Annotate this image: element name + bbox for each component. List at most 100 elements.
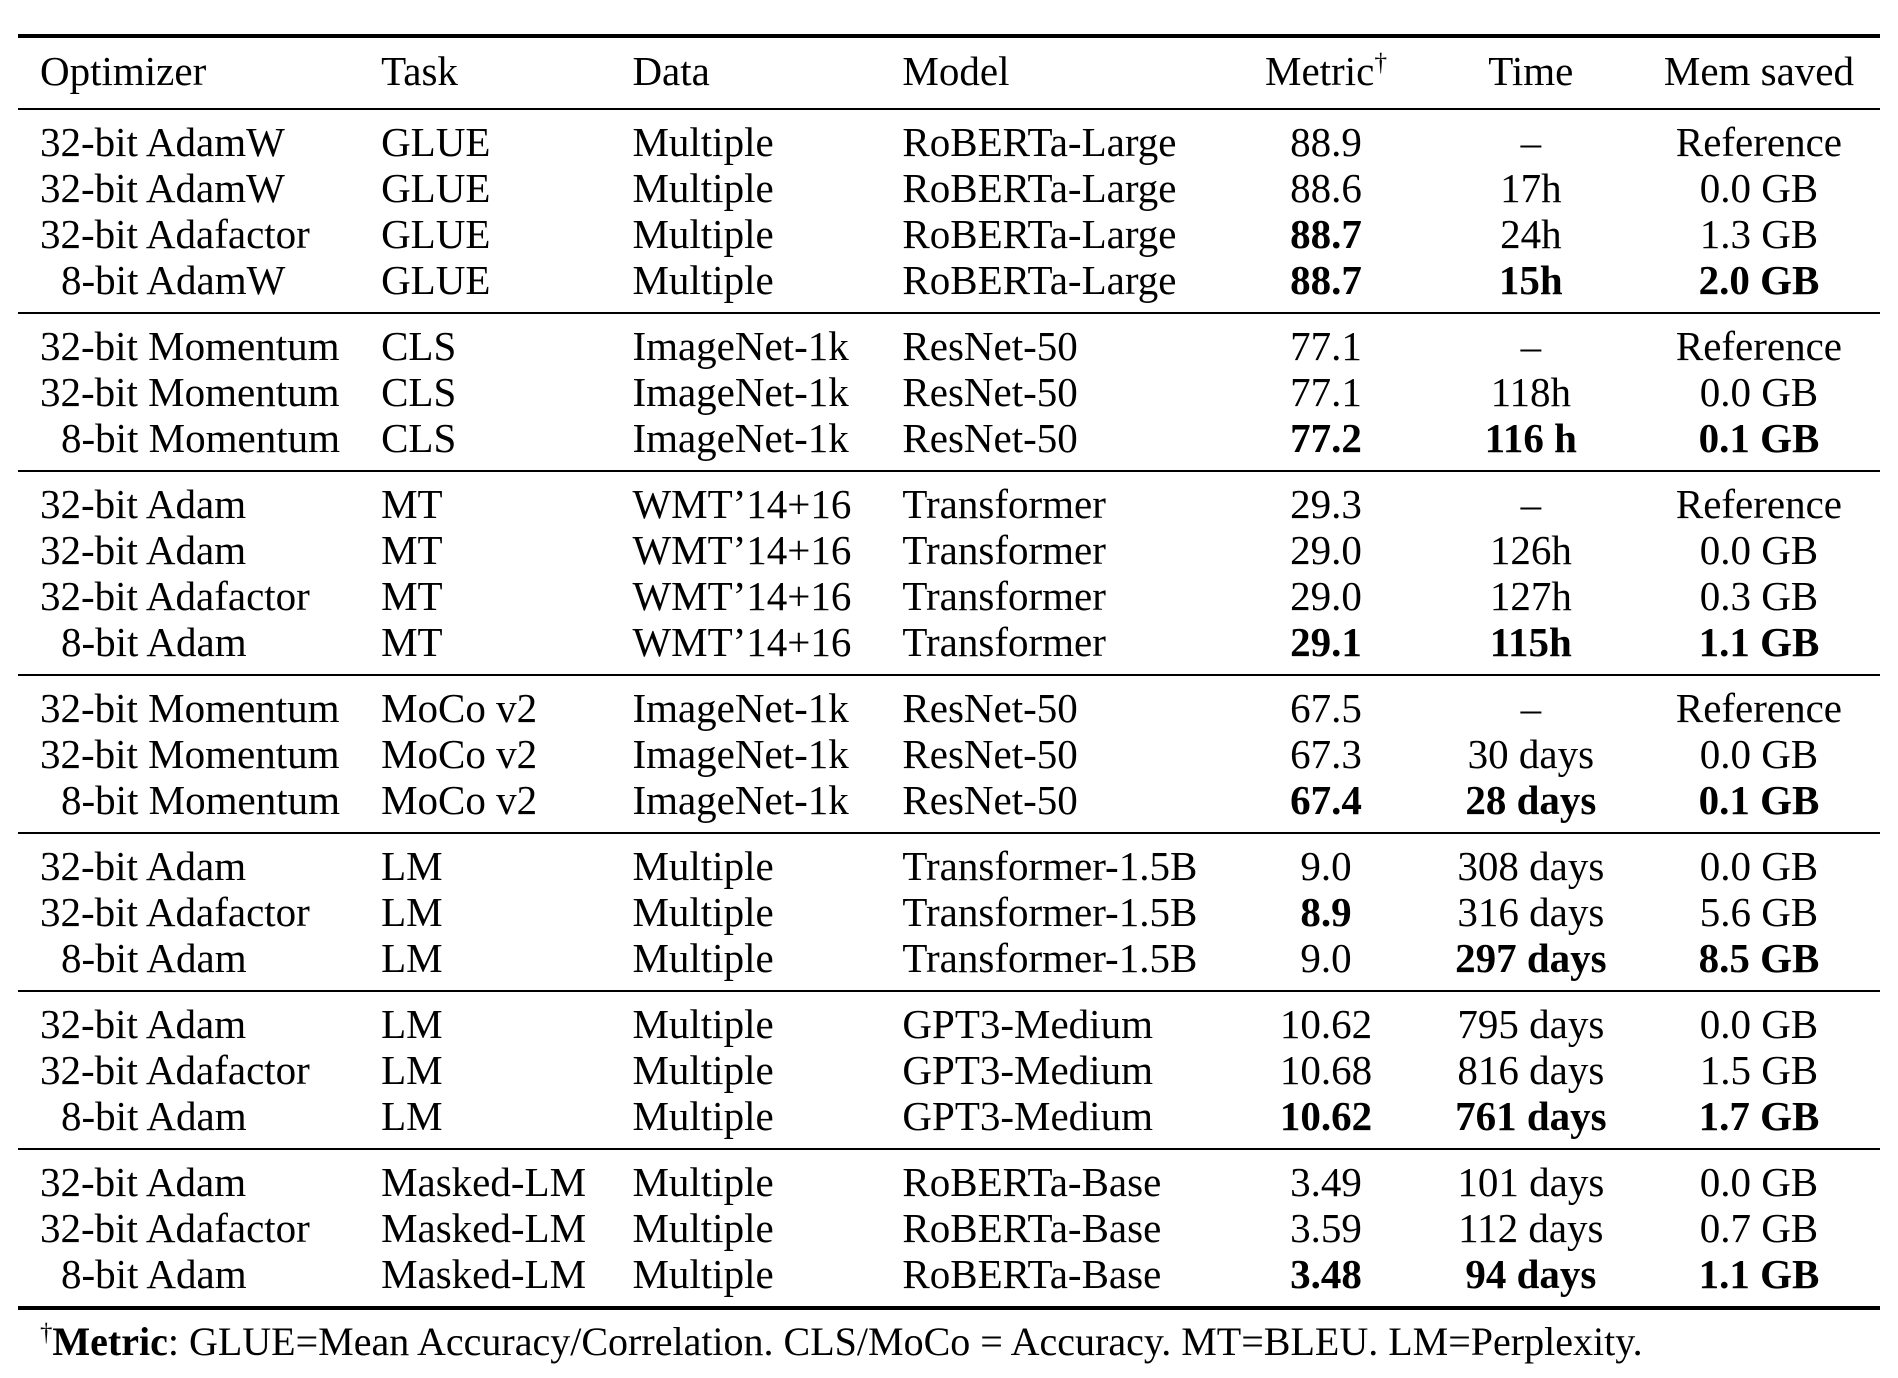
- table-cell: CLS: [381, 323, 457, 369]
- table-row: 8-bit Adam Masked-LM Multiple RoBERTa-Base 3…: [18, 1251, 1880, 1308]
- table-cell: 32-bit Momentum: [40, 685, 340, 731]
- table-row: 8-bit Adam LM Multiple GPT3-Medium 10.62 761 …: [18, 1093, 1880, 1149]
- table-cell: –: [1520, 119, 1542, 165]
- footnote-term: Metric: [52, 1319, 168, 1364]
- table-cell: MT: [381, 619, 443, 665]
- table-cell: 32-bit AdamW: [40, 165, 285, 211]
- table-cell: 88.7: [1290, 211, 1362, 257]
- table-section-lm-transformer-1-5b: 32-bit Adam LM Multiple Transformer-1.5B 9.0…: [18, 833, 1880, 991]
- table-cell: 8-bit Adam: [61, 1251, 247, 1297]
- table-row: 32-bit Adam MT WMT’14+16 Transformer 29.0 126…: [18, 527, 1880, 573]
- table-cell: 127h: [1489, 573, 1572, 619]
- table-cell: Reference: [1675, 119, 1843, 165]
- table-cell: 77.1: [1290, 323, 1362, 369]
- column-header-task: Task: [381, 36, 633, 110]
- table-cell: ImageNet-1k: [632, 369, 849, 415]
- table-cell: 8-bit AdamW: [61, 257, 286, 303]
- table-cell: 118h: [1490, 369, 1572, 415]
- table-cell: WMT’14+16: [632, 619, 852, 665]
- table-cell: Multiple: [632, 1047, 774, 1093]
- table-section-mt: 32-bit Adam MT WMT’14+16 Transformer 29.3 – Re…: [18, 471, 1880, 675]
- table-cell: 10.68: [1279, 1047, 1373, 1093]
- table-row: 32-bit Adafactor GLUE Multiple RoBERTa-Larg…: [18, 211, 1880, 257]
- table-cell: 8.5 GB: [1698, 935, 1820, 981]
- table-cell: 0.1 GB: [1698, 777, 1820, 823]
- footnote-text: : GLUE=Mean Accuracy/Correlation. CLS/Mo…: [167, 1319, 1643, 1364]
- table-cell: 8-bit Momentum: [61, 777, 341, 823]
- table-cell: 0.0 GB: [1699, 1001, 1819, 1047]
- table-footnote: †Metric: GLUE=Mean Accuracy/Correlation.…: [18, 1316, 1880, 1368]
- table-row: 8-bit Adam MT WMT’14+16 Transformer 29.1 115h…: [18, 619, 1880, 675]
- table-cell: 0.0 GB: [1699, 843, 1819, 889]
- column-header-optimizer: Optimizer: [18, 36, 382, 110]
- table-cell: Transformer-1.5B: [902, 843, 1198, 889]
- table-cell: 29.0: [1290, 527, 1362, 573]
- table-cell: 32-bit AdamW: [40, 119, 285, 165]
- table-row: 32-bit Adafactor LM Multiple Transformer-1.…: [18, 889, 1880, 935]
- results-table: Optimizer Task Data Model Metric† Time Mem sav…: [18, 34, 1880, 1310]
- table-row: 32-bit AdamW GLUE Multiple RoBERTa-Large 88.…: [18, 109, 1880, 165]
- table-cell: MoCo v2: [381, 685, 538, 731]
- table-cell: –: [1520, 481, 1542, 527]
- table-cell: Masked-LM: [381, 1205, 587, 1251]
- table-section-moco-v2: 32-bit Momentum MoCo v2 ImageNet-1k ResNet-…: [18, 675, 1880, 833]
- table-cell: GLUE: [381, 165, 491, 211]
- table-cell: 8-bit Momentum: [61, 415, 341, 461]
- table-cell: 10.62: [1279, 1093, 1373, 1139]
- table-cell: RoBERTa-Base: [902, 1159, 1162, 1205]
- table-cell: 77.1: [1290, 369, 1362, 415]
- column-header-mem-saved: Mem saved: [1637, 36, 1880, 110]
- table-row: 8-bit Momentum CLS ImageNet-1k ResNet-50 77.…: [18, 415, 1880, 471]
- table-cell: Multiple: [632, 165, 774, 211]
- table-cell: Multiple: [632, 1205, 774, 1251]
- table-cell: 32-bit Adafactor: [40, 1205, 310, 1251]
- table-cell: RoBERTa-Large: [902, 165, 1177, 211]
- table-row: 32-bit Momentum CLS ImageNet-1k ResNet-50 77…: [18, 369, 1880, 415]
- table-cell: ResNet-50: [902, 777, 1078, 823]
- table-cell: 28 days: [1465, 777, 1597, 823]
- table-cell: MoCo v2: [381, 777, 538, 823]
- table-cell: 0.0 GB: [1699, 369, 1819, 415]
- table-cell: 0.0 GB: [1699, 1159, 1819, 1205]
- table-row: 32-bit Momentum MoCo v2 ImageNet-1k ResNet-…: [18, 675, 1880, 731]
- table-cell: 32-bit Adafactor: [40, 573, 310, 619]
- table-cell: 5.6 GB: [1699, 889, 1819, 935]
- table-section-masked-lm: 32-bit Adam Masked-LM Multiple RoBERTa-Base…: [18, 1149, 1880, 1308]
- table-cell: 77.2: [1290, 415, 1362, 461]
- table-cell: 1.1 GB: [1698, 619, 1820, 665]
- table-cell: ImageNet-1k: [632, 323, 849, 369]
- column-header-time: Time: [1423, 36, 1638, 110]
- table-cell: MoCo v2: [381, 731, 538, 777]
- table-cell: 29.3: [1290, 481, 1362, 527]
- table-cell: 15h: [1498, 257, 1563, 303]
- table-cell: ResNet-50: [902, 369, 1078, 415]
- table-cell: 94 days: [1465, 1251, 1597, 1297]
- table-cell: 2.0 GB: [1698, 257, 1820, 303]
- table-cell: Multiple: [632, 211, 774, 257]
- column-header-metric: Metric†: [1228, 36, 1424, 110]
- table-cell: 32-bit Momentum: [40, 323, 340, 369]
- table-cell: LM: [381, 1093, 443, 1139]
- table-cell: Reference: [1675, 481, 1843, 527]
- table-cell: Multiple: [632, 257, 774, 303]
- table-cell: 88.6: [1290, 165, 1362, 211]
- table-cell: 3.48: [1290, 1251, 1362, 1297]
- table-cell: 0.0 GB: [1699, 527, 1819, 573]
- table-cell: 8-bit Adam: [61, 1093, 247, 1139]
- table-cell: Transformer: [902, 481, 1106, 527]
- header-row: Optimizer Task Data Model Metric† Time Mem sav…: [18, 36, 1880, 110]
- table-header: Optimizer Task Data Model Metric† Time Mem sav…: [18, 36, 1880, 110]
- table-cell: Multiple: [632, 935, 774, 981]
- table-cell: Multiple: [632, 119, 774, 165]
- table-row: 8-bit Adam LM Multiple Transformer-1.5B 9.0 2…: [18, 935, 1880, 991]
- column-header-model: Model: [902, 36, 1229, 110]
- table-cell: Multiple: [632, 843, 774, 889]
- table-cell: Transformer: [902, 619, 1106, 665]
- table-row: 32-bit Adafactor MT WMT’14+16 Transformer 29…: [18, 573, 1880, 619]
- table-cell: LM: [381, 889, 443, 935]
- table-cell: Multiple: [632, 1093, 774, 1139]
- table-cell: GPT3-Medium: [902, 1001, 1153, 1047]
- table-cell: 32-bit Momentum: [40, 731, 340, 777]
- table-cell: 816 days: [1457, 1047, 1605, 1093]
